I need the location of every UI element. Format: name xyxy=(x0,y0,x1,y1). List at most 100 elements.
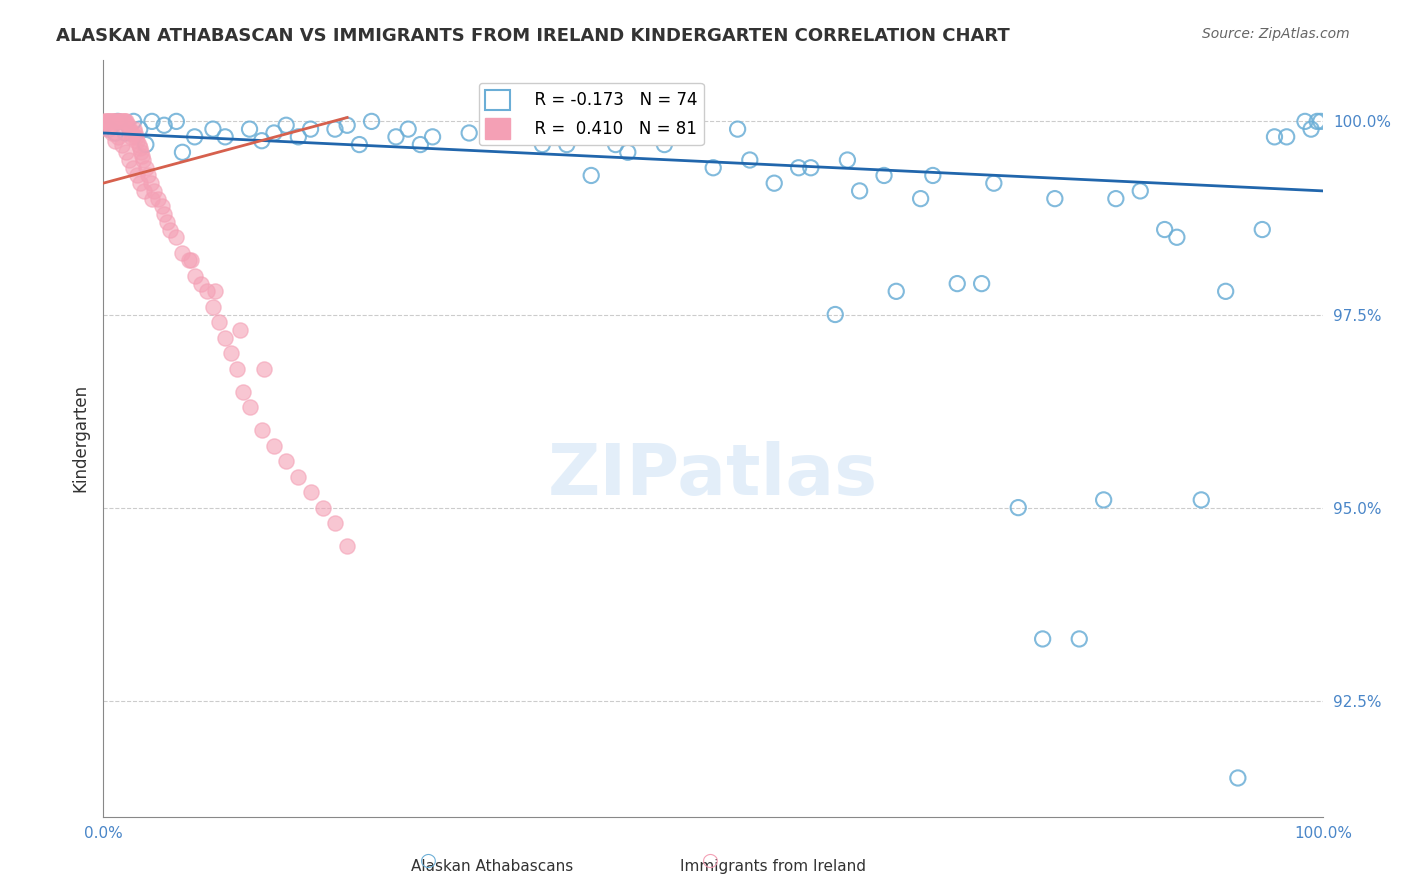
Point xyxy=(232,384,254,399)
Point xyxy=(884,285,907,299)
Point xyxy=(1251,222,1274,236)
Text: ○: ○ xyxy=(420,851,437,870)
Point xyxy=(1032,632,1054,646)
Point xyxy=(141,114,163,128)
Point xyxy=(531,137,554,152)
Point xyxy=(250,423,273,437)
Point xyxy=(1226,771,1249,785)
Point xyxy=(128,141,150,155)
Point xyxy=(422,129,444,144)
Point xyxy=(159,222,181,236)
Point xyxy=(183,268,205,283)
Point xyxy=(172,145,194,160)
Point xyxy=(654,137,676,152)
Point xyxy=(165,230,187,244)
Point xyxy=(1189,492,1212,507)
Point xyxy=(238,401,260,415)
Point xyxy=(122,114,145,128)
Point xyxy=(103,114,125,128)
Point xyxy=(1309,114,1331,128)
Point xyxy=(482,129,505,144)
Point xyxy=(107,114,129,128)
Point xyxy=(519,122,541,136)
Point xyxy=(238,122,260,136)
Point xyxy=(125,169,148,183)
Text: ALASKAN ATHABASCAN VS IMMIGRANTS FROM IRELAND KINDERGARTEN CORRELATION CHART: ALASKAN ATHABASCAN VS IMMIGRANTS FROM IR… xyxy=(56,27,1010,45)
Point xyxy=(1275,129,1298,144)
Point xyxy=(110,114,132,128)
Point xyxy=(98,122,121,136)
Point xyxy=(204,285,226,299)
Point xyxy=(111,114,134,128)
Point xyxy=(100,114,122,128)
Point xyxy=(253,361,276,376)
Point xyxy=(214,129,236,144)
Point xyxy=(100,114,122,128)
Y-axis label: Kindergarten: Kindergarten xyxy=(72,384,89,492)
Point xyxy=(141,192,163,206)
Point xyxy=(946,277,969,291)
Point xyxy=(287,129,309,144)
Point xyxy=(312,500,335,515)
Point xyxy=(115,114,138,128)
Point xyxy=(98,114,121,128)
Point xyxy=(738,153,761,167)
Point xyxy=(153,207,176,221)
Point xyxy=(122,161,145,175)
Point xyxy=(131,149,153,163)
Point xyxy=(132,184,155,198)
Point xyxy=(605,137,627,152)
Text: ○: ○ xyxy=(702,851,718,870)
Point xyxy=(107,129,129,144)
Point xyxy=(983,176,1005,190)
Point xyxy=(201,300,224,314)
Text: Immigrants from Ireland: Immigrants from Ireland xyxy=(681,859,866,874)
Point xyxy=(1092,492,1115,507)
Point xyxy=(118,126,141,140)
Point xyxy=(129,176,152,190)
Point xyxy=(139,176,162,190)
Point xyxy=(111,137,134,152)
Point xyxy=(121,126,143,140)
Point xyxy=(112,114,135,128)
Point xyxy=(1007,500,1029,515)
Point xyxy=(114,145,136,160)
Point xyxy=(1069,632,1091,646)
Point xyxy=(118,153,141,167)
Point xyxy=(1306,114,1329,128)
Point xyxy=(848,184,870,198)
Point xyxy=(128,137,150,152)
Point xyxy=(641,129,664,144)
Point xyxy=(1299,122,1322,136)
Point xyxy=(104,134,127,148)
Point xyxy=(263,126,285,140)
Point xyxy=(763,176,786,190)
Point xyxy=(678,122,700,136)
Point xyxy=(336,118,359,132)
Point xyxy=(226,361,249,376)
Point xyxy=(101,126,124,140)
Point xyxy=(824,308,846,322)
Point xyxy=(114,114,136,128)
Point xyxy=(129,145,152,160)
Point xyxy=(195,285,218,299)
Point xyxy=(153,118,176,132)
Point xyxy=(117,118,139,132)
Point xyxy=(299,122,322,136)
Point xyxy=(873,169,896,183)
Point xyxy=(183,129,205,144)
Point xyxy=(1153,222,1175,236)
Point xyxy=(127,134,149,148)
Point xyxy=(800,161,823,175)
Point xyxy=(136,169,159,183)
Point xyxy=(132,153,155,167)
Point xyxy=(125,129,148,144)
Point xyxy=(108,114,131,128)
Point xyxy=(323,516,346,530)
Point xyxy=(94,114,117,128)
Point xyxy=(214,331,236,345)
Point xyxy=(201,122,224,136)
Point xyxy=(1294,114,1316,128)
Point xyxy=(101,114,124,128)
Point xyxy=(155,215,177,229)
